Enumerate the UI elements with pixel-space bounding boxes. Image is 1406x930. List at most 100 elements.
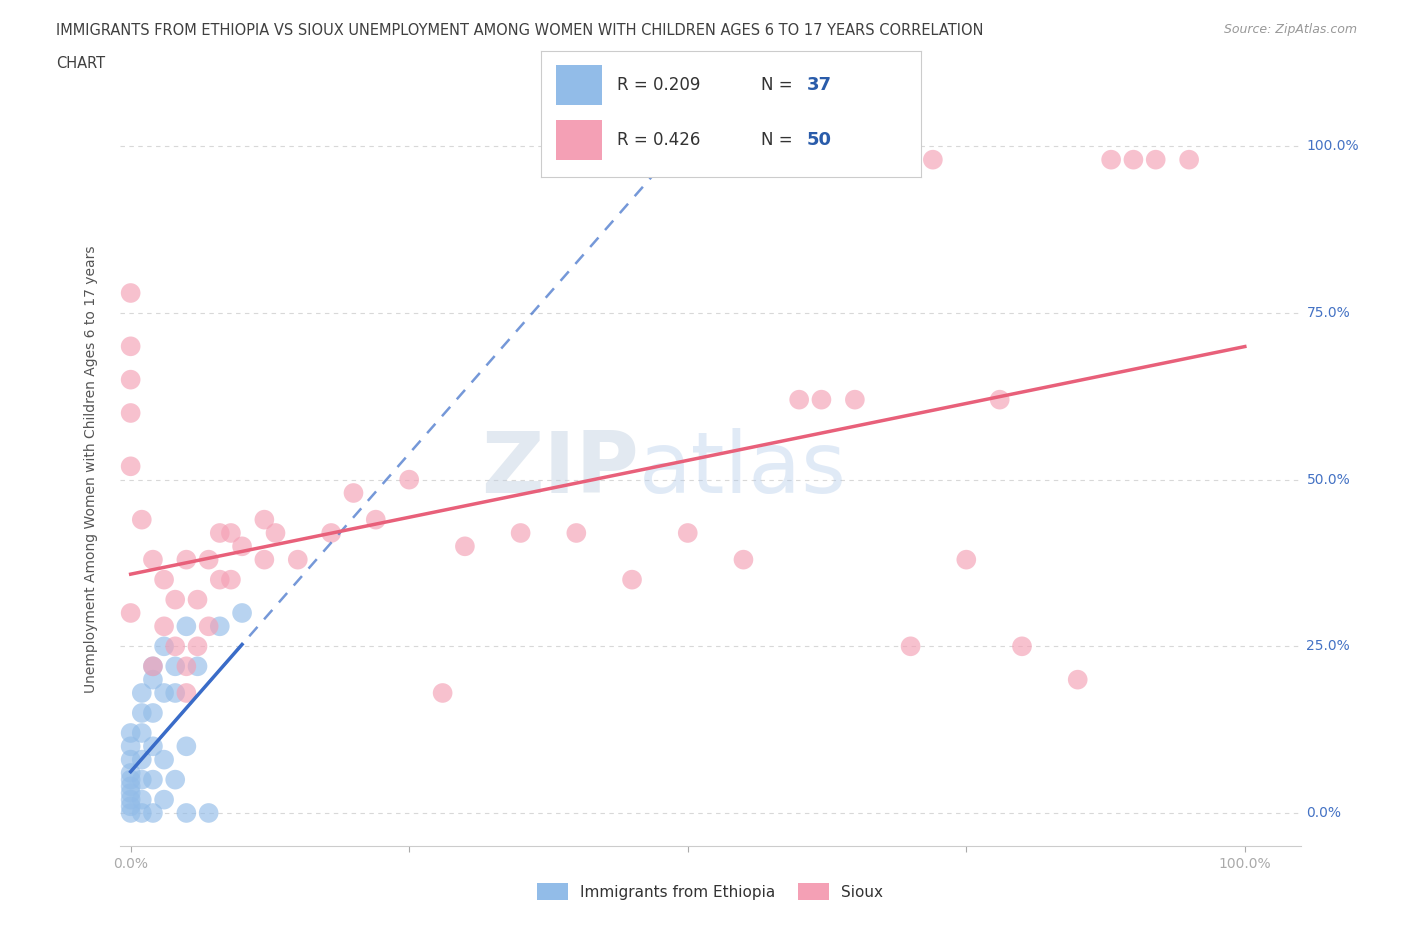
Point: [1067, 672, 1090, 687]
Point: [120, 786, 142, 801]
FancyBboxPatch shape: [557, 65, 602, 105]
Text: 75.0%: 75.0%: [1306, 306, 1350, 320]
Point: [733, 552, 755, 567]
Point: [120, 725, 142, 740]
Y-axis label: Unemployment Among Women with Children Ages 6 to 17 years: Unemployment Among Women with Children A…: [84, 246, 98, 694]
Text: CHART: CHART: [56, 56, 105, 71]
Point: [165, 592, 187, 607]
Point: [120, 778, 142, 793]
Point: [153, 618, 176, 633]
FancyBboxPatch shape: [557, 120, 602, 160]
Point: [253, 512, 276, 527]
Point: [142, 658, 165, 673]
Text: R = 0.209: R = 0.209: [617, 76, 700, 94]
Point: [621, 572, 644, 587]
Point: [1122, 153, 1144, 167]
Point: [120, 752, 142, 767]
Point: [153, 685, 176, 700]
Point: [120, 772, 142, 787]
Point: [176, 685, 198, 700]
Text: R = 0.426: R = 0.426: [617, 131, 700, 150]
Point: [509, 525, 531, 540]
Text: atlas: atlas: [640, 428, 848, 512]
Point: [131, 706, 153, 721]
Text: 25.0%: 25.0%: [1306, 639, 1350, 653]
Point: [364, 512, 387, 527]
Text: 100.0%: 100.0%: [1306, 140, 1360, 153]
Point: [676, 525, 699, 540]
Point: [208, 572, 231, 587]
Point: [342, 485, 364, 500]
Point: [153, 639, 176, 654]
Point: [454, 538, 477, 553]
Point: [197, 618, 219, 633]
Point: [142, 552, 165, 567]
Point: [1178, 153, 1201, 167]
Point: [142, 672, 165, 687]
Legend: Immigrants from Ethiopia, Sioux: Immigrants from Ethiopia, Sioux: [531, 877, 889, 907]
Point: [844, 392, 866, 407]
Point: [120, 372, 142, 387]
Text: 0.0%: 0.0%: [1306, 806, 1341, 820]
Point: [900, 639, 922, 654]
Point: [120, 405, 142, 420]
Text: N =: N =: [762, 76, 799, 94]
Text: IMMIGRANTS FROM ETHIOPIA VS SIOUX UNEMPLOYMENT AMONG WOMEN WITH CHILDREN AGES 6 : IMMIGRANTS FROM ETHIOPIA VS SIOUX UNEMPL…: [56, 23, 984, 38]
Text: 50.0%: 50.0%: [1306, 472, 1350, 486]
Point: [120, 286, 142, 300]
Point: [131, 805, 153, 820]
Point: [921, 153, 943, 167]
Point: [176, 738, 198, 753]
Point: [186, 639, 208, 654]
Point: [120, 738, 142, 753]
Point: [186, 592, 208, 607]
Point: [264, 525, 287, 540]
Text: 50: 50: [807, 131, 832, 150]
Point: [131, 512, 153, 527]
Point: [153, 752, 176, 767]
Point: [120, 605, 142, 620]
Point: [398, 472, 420, 487]
Point: [142, 658, 165, 673]
Point: [186, 658, 208, 673]
Point: [432, 685, 454, 700]
Point: [165, 772, 187, 787]
Point: [176, 618, 198, 633]
Point: [1011, 639, 1033, 654]
Point: [231, 605, 253, 620]
Point: [1144, 153, 1167, 167]
Text: 37: 37: [807, 76, 832, 94]
Point: [120, 792, 142, 807]
Point: [120, 799, 142, 814]
Point: [120, 765, 142, 780]
Point: [120, 805, 142, 820]
Point: [131, 772, 153, 787]
Point: [176, 658, 198, 673]
Point: [131, 752, 153, 767]
Point: [219, 572, 242, 587]
Point: [565, 525, 588, 540]
Point: [176, 552, 198, 567]
Point: [253, 552, 276, 567]
Text: ZIP: ZIP: [481, 428, 640, 512]
Point: [131, 725, 153, 740]
Point: [165, 685, 187, 700]
Point: [165, 658, 187, 673]
Point: [142, 738, 165, 753]
Point: [165, 639, 187, 654]
Point: [176, 805, 198, 820]
Text: N =: N =: [762, 131, 799, 150]
Point: [988, 392, 1011, 407]
Point: [142, 805, 165, 820]
Point: [142, 706, 165, 721]
Point: [955, 552, 977, 567]
Point: [287, 552, 309, 567]
Text: Source: ZipAtlas.com: Source: ZipAtlas.com: [1223, 23, 1357, 36]
Point: [219, 525, 242, 540]
Point: [120, 339, 142, 353]
Point: [208, 525, 231, 540]
Point: [120, 458, 142, 473]
Point: [153, 792, 176, 807]
Point: [197, 805, 219, 820]
Point: [153, 572, 176, 587]
